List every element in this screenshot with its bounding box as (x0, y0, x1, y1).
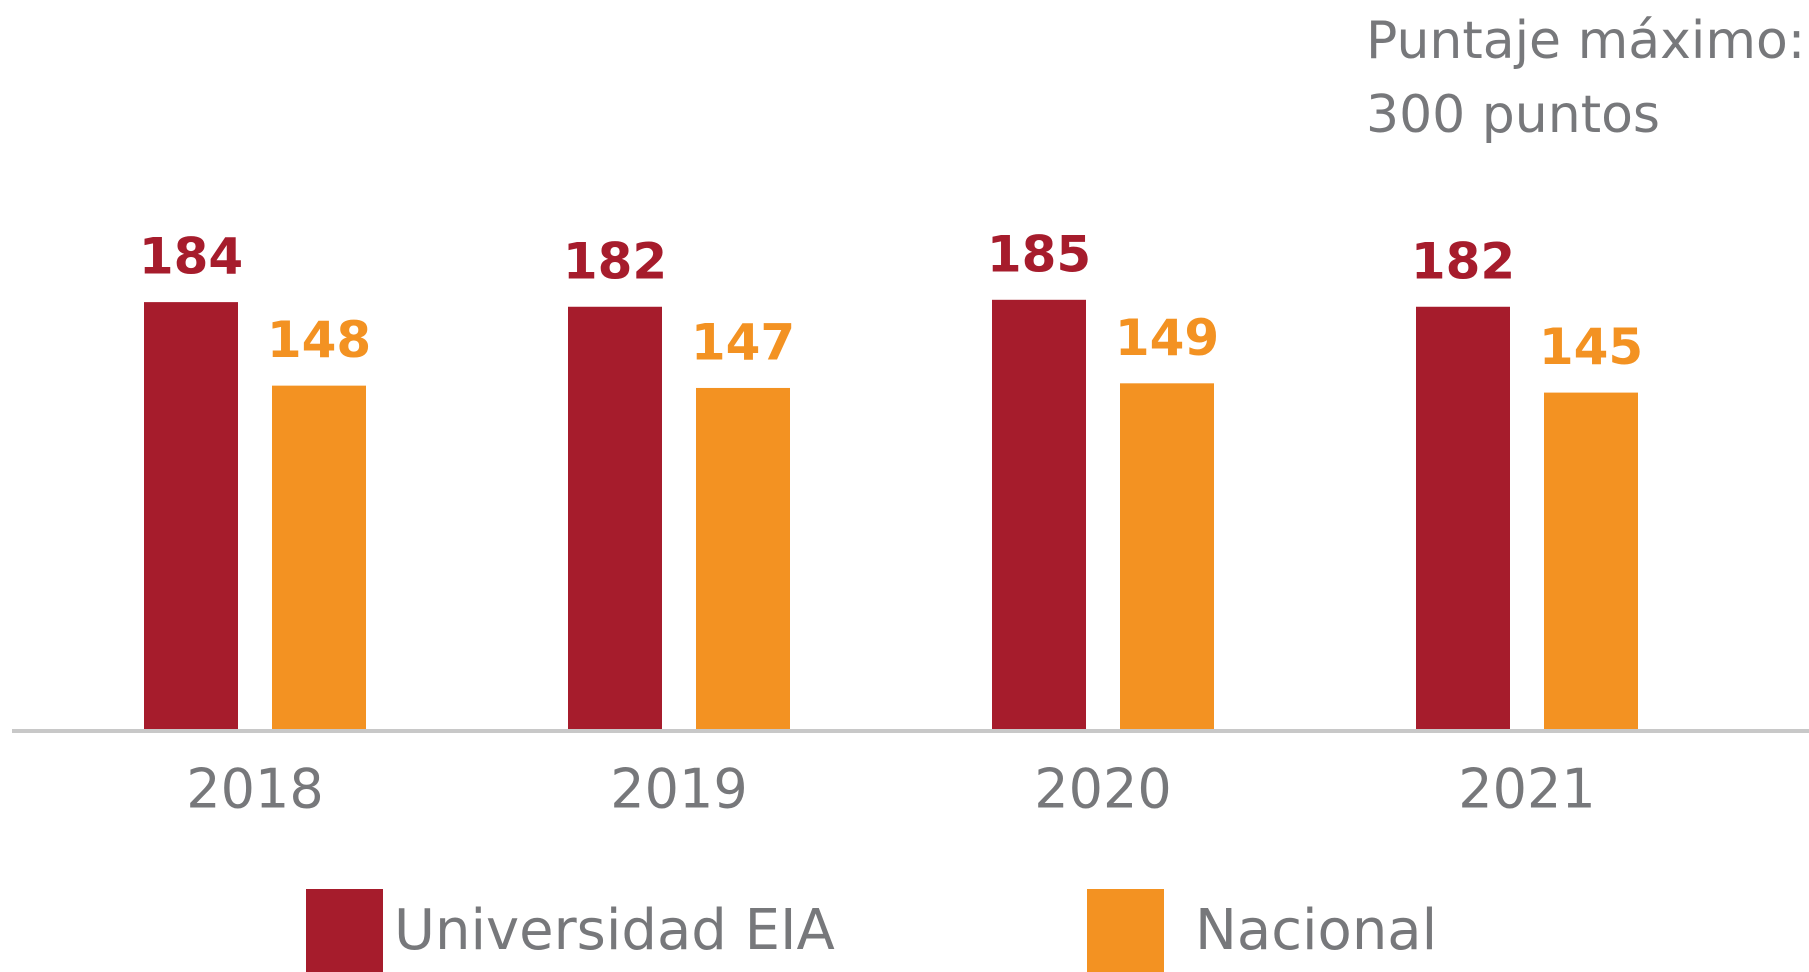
annotation: 300 puntos (1366, 85, 1660, 145)
value-label: 182 (563, 232, 667, 290)
legend-label: Universidad EIA (394, 898, 835, 963)
bar (1544, 392, 1638, 729)
bar (696, 387, 790, 729)
x-tick-label: 2018 (186, 758, 323, 821)
legend-swatch (1087, 889, 1164, 972)
bar (1120, 383, 1214, 729)
legend-label: Nacional (1195, 898, 1437, 963)
legend-swatch (306, 889, 383, 972)
annotation: Puntaje máximo: (1366, 11, 1805, 71)
value-label: 184 (139, 228, 243, 286)
bar (272, 385, 366, 729)
value-label: 185 (987, 225, 1091, 283)
bar (144, 302, 238, 729)
bar (568, 306, 662, 729)
bar (992, 299, 1086, 729)
x-tick-label: 2019 (610, 758, 747, 821)
x-tick-label: 2021 (1458, 758, 1595, 821)
value-label: 148 (267, 311, 371, 369)
value-label: 182 (1411, 232, 1515, 290)
x-tick-label: 2020 (1034, 758, 1171, 821)
value-label: 145 (1539, 318, 1643, 376)
value-label: 149 (1115, 309, 1219, 367)
value-label: 147 (691, 313, 795, 371)
bar (1416, 306, 1510, 729)
